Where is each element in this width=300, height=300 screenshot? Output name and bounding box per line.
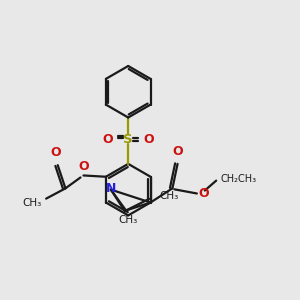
Text: CH₂CH₃: CH₂CH₃ xyxy=(220,174,256,184)
Text: O: O xyxy=(199,187,209,200)
Text: O: O xyxy=(78,160,89,173)
Text: CH₃: CH₃ xyxy=(160,191,179,201)
Text: N: N xyxy=(106,182,116,195)
Text: S: S xyxy=(123,133,133,146)
Text: O: O xyxy=(50,146,61,159)
Text: O: O xyxy=(172,145,183,158)
Text: CH₃: CH₃ xyxy=(22,198,41,208)
Text: O: O xyxy=(143,133,154,146)
Text: O: O xyxy=(103,133,113,146)
Text: CH₃: CH₃ xyxy=(118,215,138,226)
